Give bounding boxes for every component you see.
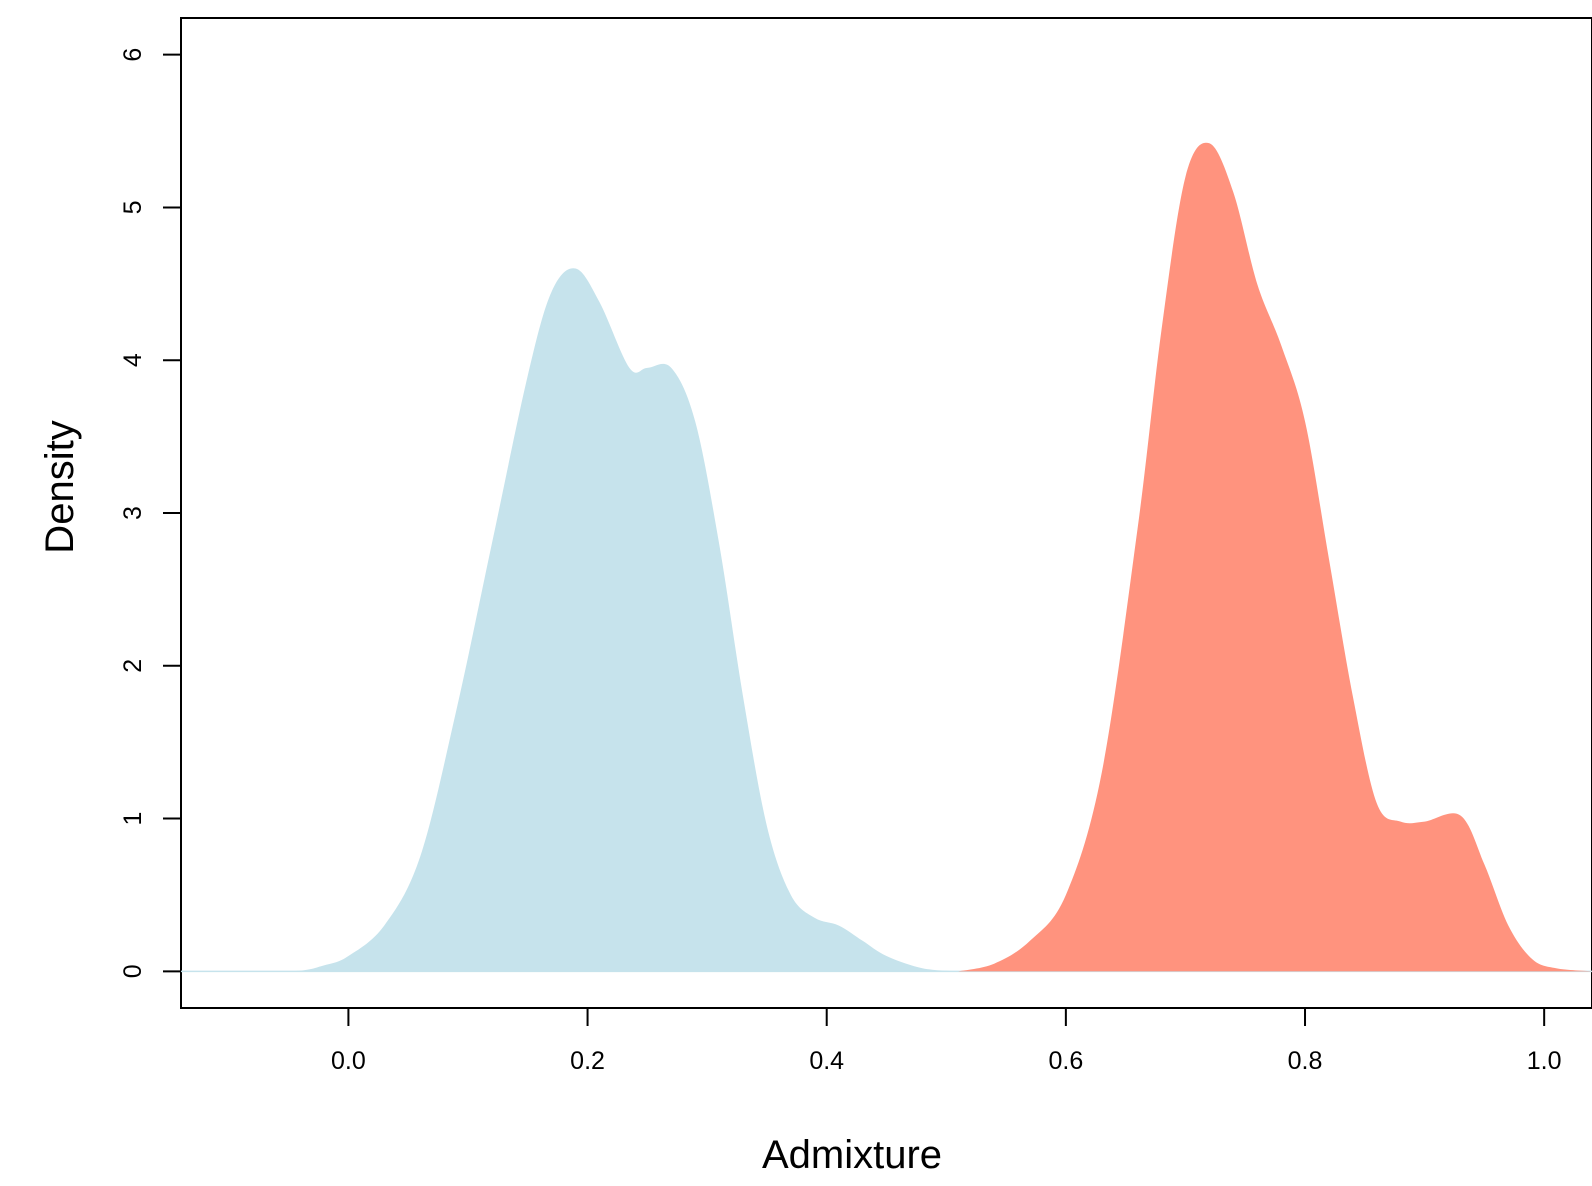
y-tick-label: 0 xyxy=(119,964,147,978)
y-tick-label: 2 xyxy=(119,659,147,673)
x-axis-title: Admixture xyxy=(762,1133,942,1177)
density-areas xyxy=(181,142,1592,972)
y-tick-label: 3 xyxy=(119,506,147,520)
y-axis-title: Density xyxy=(38,420,82,553)
x-tick-label: 0.4 xyxy=(809,1047,844,1075)
x-tick-label: 0.2 xyxy=(570,1047,605,1075)
y-tick-label: 6 xyxy=(119,48,147,62)
density-area-1 xyxy=(181,268,959,972)
y-axis: 0 1 2 3 4 5 6 xyxy=(119,48,181,978)
y-tick-label: 5 xyxy=(119,200,147,214)
x-tick-label: 0.0 xyxy=(331,1047,366,1075)
x-tick-label: 0.6 xyxy=(1048,1047,1083,1075)
x-tick-label: 0.8 xyxy=(1288,1047,1323,1075)
x-tick-label: 1.0 xyxy=(1527,1047,1562,1075)
x-axis: 0.0 0.2 0.4 0.6 0.8 1.0 xyxy=(331,1008,1562,1075)
y-tick-label: 4 xyxy=(119,353,147,367)
density-area-2 xyxy=(958,142,1592,972)
y-tick-label: 1 xyxy=(119,812,147,826)
